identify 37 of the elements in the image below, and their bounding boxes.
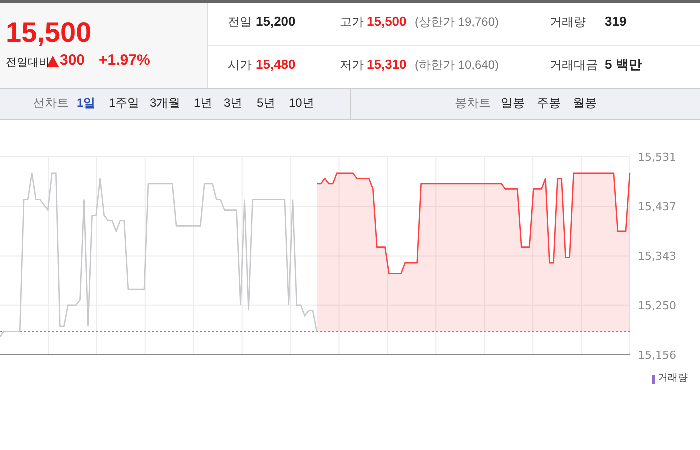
text: 15,480 — [256, 57, 296, 72]
text: 15,200 — [256, 14, 296, 30]
text: 거래량 — [550, 15, 586, 30]
text: 저가 — [340, 58, 364, 72]
text: 3개월 — [150, 96, 181, 110]
text: 319 — [605, 14, 627, 30]
text: 1년 — [194, 96, 213, 110]
text: 거래대금 — [550, 58, 598, 72]
text: +1.97% — [99, 52, 150, 70]
y-tick-label: 15,156 — [638, 348, 676, 362]
text: 봉차트 — [455, 96, 491, 110]
text: 15,500 — [6, 17, 92, 49]
text: 300 — [60, 52, 86, 70]
text: 주봉 — [537, 96, 561, 110]
text: 1일 — [77, 96, 96, 110]
y-tick-label: 15,437 — [638, 200, 676, 214]
text: 전일 — [228, 15, 252, 30]
y-tick-label: 15,343 — [638, 250, 676, 264]
y-tick-label: 15,531 — [638, 150, 676, 164]
line-series — [0, 172, 318, 338]
y-tick-label: 15,250 — [638, 299, 676, 312]
text: 15,500 — [367, 14, 407, 30]
text: (상한가 19,760) — [415, 15, 500, 30]
text: 시가 — [228, 58, 252, 72]
text: (하한가 10,640) — [415, 58, 500, 72]
text: 1주일 — [109, 96, 140, 110]
text: 15,310 — [367, 57, 407, 72]
text: 5년 — [257, 96, 276, 110]
text: 고가 — [340, 15, 364, 30]
text: 5 백만 — [605, 57, 642, 72]
text: 10년 — [289, 96, 314, 110]
text: 전일대비 — [6, 57, 50, 70]
text: 선차트 — [33, 96, 69, 110]
text: 거래량 — [658, 373, 688, 384]
text: 3년 — [224, 96, 243, 110]
text: 월봉 — [573, 96, 597, 110]
text: 일봉 — [501, 96, 525, 110]
